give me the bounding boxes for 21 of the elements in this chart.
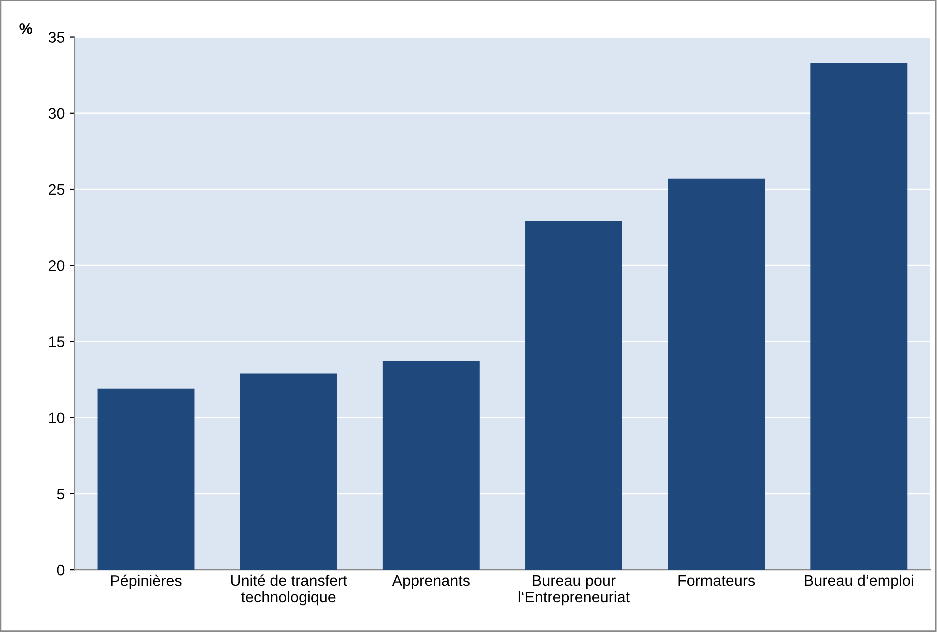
y-axis-title: % <box>20 23 33 34</box>
bar <box>668 178 766 570</box>
y-tick-label: 35 <box>48 32 65 43</box>
y-tick-label: 15 <box>49 336 65 348</box>
bar <box>810 63 908 570</box>
y-tick-label: 20 <box>49 260 65 272</box>
x-tick-label: Bureau pour l‘Entrepreneuriat <box>518 575 630 606</box>
x-tick-label: Bureau d‘emploi <box>805 574 914 590</box>
bar <box>526 221 622 570</box>
y-tick-label: 5 <box>57 488 65 500</box>
bar <box>98 388 195 570</box>
y-tick-label: 10 <box>49 412 65 424</box>
x-tick-label: Pépinières <box>111 574 182 590</box>
y-tick-label: 30 <box>48 108 65 120</box>
y-tick-label: 0 <box>57 564 65 576</box>
bar <box>382 362 480 570</box>
x-tick-label: Apprenants <box>392 575 470 590</box>
x-tick-label: Formateurs <box>678 575 756 586</box>
bar <box>240 374 338 570</box>
y-tick-label: 25 <box>49 184 65 196</box>
x-tick-label: Unité de transfert technologique <box>231 574 348 606</box>
